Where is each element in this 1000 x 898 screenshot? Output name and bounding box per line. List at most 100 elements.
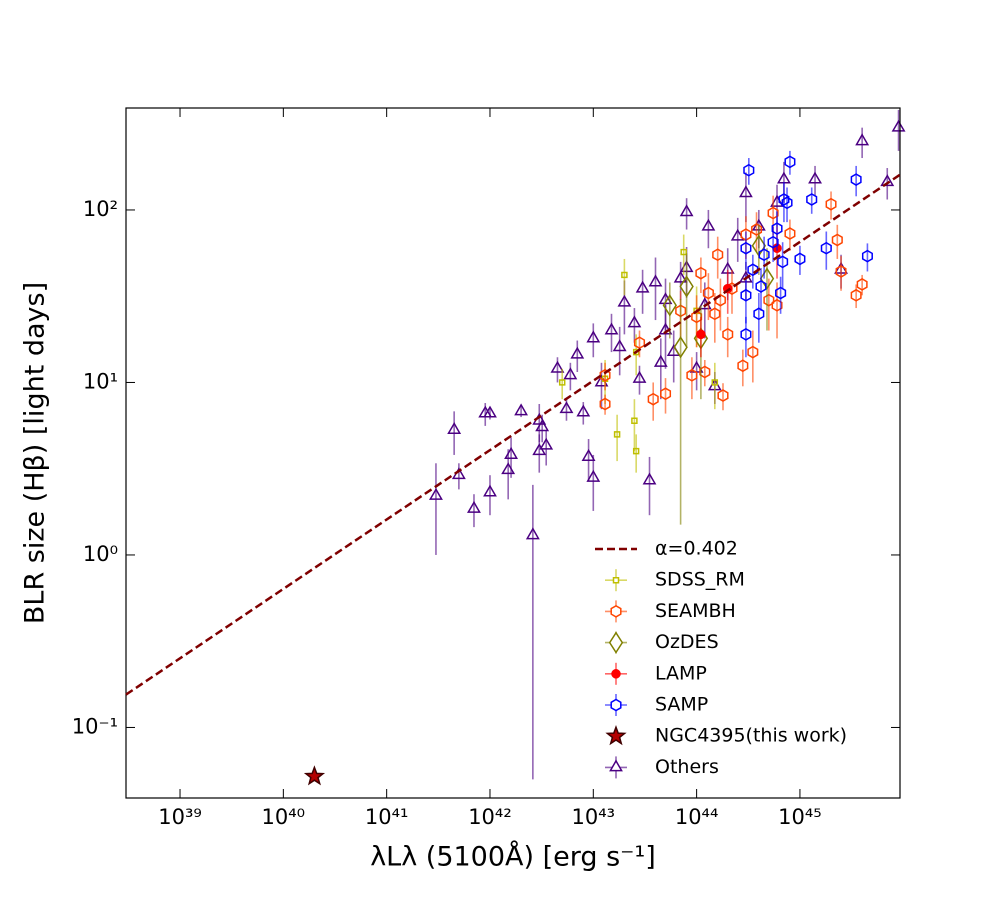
data-point — [699, 365, 711, 379]
data-point — [820, 241, 832, 255]
legend-marker — [610, 605, 622, 618]
legend-marker — [605, 725, 627, 746]
legend-label: SDSS_RM — [655, 569, 745, 591]
data-point — [303, 765, 326, 786]
data-point — [648, 274, 663, 287]
data-point — [612, 339, 627, 352]
data-point — [825, 197, 837, 211]
data-point — [550, 360, 565, 373]
y-tick-label: 10⁰ — [83, 542, 118, 566]
data-point — [662, 294, 677, 317]
x-tick-label: 10⁴⁰ — [262, 805, 306, 829]
data-point — [702, 286, 714, 300]
plot-area — [303, 109, 906, 786]
y-tick-label: 10⁻¹ — [72, 714, 118, 738]
data-point — [794, 252, 806, 266]
data-point — [695, 266, 707, 280]
data-point — [617, 294, 632, 307]
data-point — [679, 275, 694, 298]
data-point — [771, 222, 783, 235]
data-point — [767, 235, 779, 249]
data-point — [563, 367, 578, 380]
data-point — [428, 487, 443, 500]
data-point — [712, 248, 724, 262]
data-point — [880, 174, 895, 187]
data-point — [525, 527, 540, 540]
y-tick-label: 10² — [83, 197, 118, 221]
legend-marker — [610, 698, 622, 712]
data-point — [850, 173, 862, 186]
data-point — [775, 286, 787, 300]
data-point — [781, 196, 793, 210]
data-point — [570, 346, 585, 359]
data-point — [613, 431, 621, 438]
data-point — [711, 379, 719, 386]
legend-label: LAMP — [655, 662, 707, 684]
data-point — [673, 270, 688, 283]
data-point — [722, 328, 734, 341]
data-point — [784, 227, 796, 240]
data-point — [686, 368, 698, 382]
data-point — [855, 133, 870, 146]
data-point — [635, 280, 650, 293]
data-point — [604, 322, 619, 335]
legend-marker — [612, 576, 620, 584]
data-point — [755, 280, 767, 293]
data-point — [767, 206, 779, 220]
data-point — [747, 263, 759, 277]
data-point — [576, 404, 591, 417]
data-point — [701, 218, 716, 231]
data-point — [627, 315, 642, 328]
data-point — [559, 401, 574, 414]
x-tick-label: 10⁴⁴ — [675, 805, 719, 829]
x-tick-label: 10⁴⁵ — [778, 805, 822, 829]
data-point — [850, 288, 862, 302]
data-point — [586, 330, 601, 343]
data-point — [680, 248, 687, 256]
data-point — [835, 265, 847, 278]
data-point — [747, 345, 759, 359]
data-point — [599, 368, 611, 382]
data-point — [717, 389, 729, 402]
data-point — [739, 185, 753, 198]
data-point — [581, 448, 596, 461]
data-point — [673, 336, 688, 359]
data-point — [696, 329, 706, 340]
data-point — [753, 307, 765, 321]
data-point — [514, 403, 528, 416]
data-point — [632, 370, 647, 383]
data-point — [586, 469, 601, 482]
legend-label: Others — [655, 756, 719, 778]
data-point — [771, 298, 783, 312]
data-point — [777, 255, 789, 269]
data-point — [621, 271, 628, 279]
data-point — [784, 155, 796, 169]
data-point — [483, 405, 497, 418]
data-point — [647, 392, 659, 406]
data-point — [740, 241, 752, 255]
data-point — [758, 248, 770, 262]
data-point — [599, 397, 611, 411]
data-point — [778, 193, 790, 206]
legend-label: α=0.402 — [655, 538, 738, 560]
data-point — [483, 484, 497, 497]
data-point — [535, 419, 550, 432]
data-point — [653, 354, 668, 367]
data-point — [737, 359, 749, 373]
x-tick-label: 10³⁹ — [158, 805, 202, 829]
legend-label: SEAMBH — [655, 600, 736, 622]
data-point — [808, 171, 823, 184]
data-point — [601, 375, 609, 383]
data-point — [856, 278, 868, 291]
data-point — [891, 119, 906, 132]
x-axis-label: λLλ (5100Å) [erg s⁻¹] — [370, 841, 656, 873]
legend-marker — [609, 759, 623, 772]
data-point — [466, 500, 481, 513]
legend-label: OzDES — [655, 631, 719, 653]
data-point — [504, 446, 518, 459]
data-point — [642, 472, 657, 485]
data-point — [679, 204, 694, 217]
data-point — [660, 387, 672, 401]
